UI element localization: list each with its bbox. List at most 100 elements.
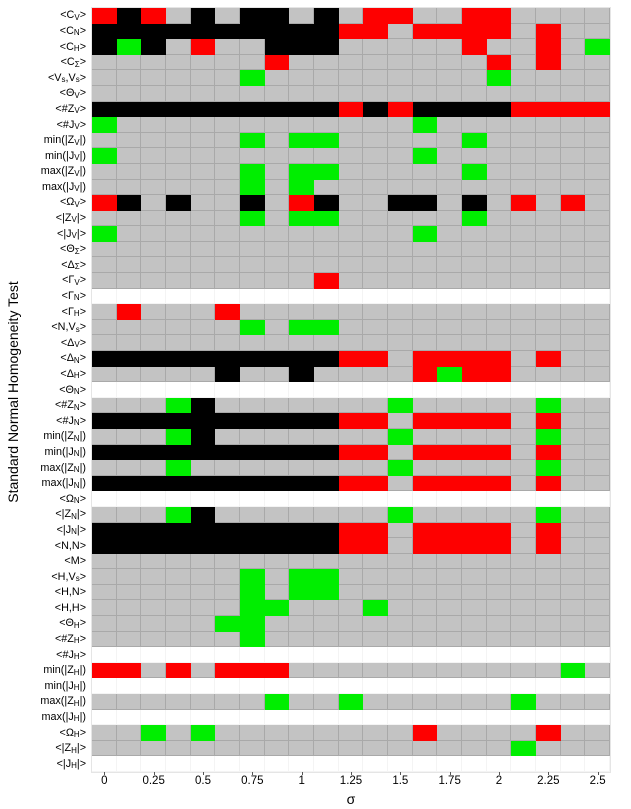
heatmap-cell [92,39,117,55]
heatmap-cell [363,163,388,180]
heatmap-cell [190,304,216,320]
heatmap-cell [412,444,438,461]
heatmap-cell [141,694,166,710]
heatmap-cell [511,366,536,383]
heatmap-cell [92,226,117,242]
heatmap-cell [486,366,512,383]
heatmap-cell [215,163,240,180]
heatmap-cell [165,241,191,258]
heatmap-cell [313,210,339,227]
heatmap-cell [412,538,438,554]
heatmap-cell [511,631,536,648]
heatmap-cell [486,740,512,757]
heatmap-cell [437,85,462,102]
heatmap-cell [338,366,364,383]
heatmap-cell [141,319,166,336]
heatmap-cell [363,756,388,772]
heatmap-cell [313,444,339,461]
heatmap-cell [190,8,216,24]
heatmap-cell [363,694,388,710]
heatmap-cell [141,54,166,71]
heatmap-cell [363,39,388,55]
heatmap-cell [215,148,240,164]
heatmap-cell [165,631,191,648]
heatmap-cell [387,475,413,492]
heatmap-cell [289,288,314,305]
heatmap-cell [461,756,487,772]
heatmap-cell [437,444,462,461]
heatmap-cell [239,538,265,554]
heatmap-cell [92,366,117,383]
heatmap-cell [585,54,610,71]
heatmap-cell [560,288,586,305]
heatmap-cell [412,584,438,601]
heatmap-cell [486,694,512,710]
heatmap-cell [239,428,265,445]
heatmap-cell [486,553,512,570]
heatmap-cell [116,382,142,398]
heatmap-cell [264,226,290,242]
heatmap-cell [511,54,536,71]
heatmap-cell [165,600,191,617]
heatmap-cell [412,132,438,149]
heatmap-cell [165,39,191,55]
row-label: min(|Z V |) [43,134,86,147]
heatmap-cell [165,117,191,133]
heatmap-cell [437,195,462,211]
heatmap-cell [116,304,142,320]
heatmap-cell [560,631,586,648]
heatmap-cell [437,709,462,726]
heatmap-cell [264,662,290,679]
heatmap-cell [486,54,512,71]
heatmap-cell [486,273,512,289]
heatmap-cell [511,351,536,367]
heatmap-cell [412,662,438,679]
heatmap-cell [338,397,364,414]
heatmap-cell [239,241,265,258]
heatmap-cell [239,195,265,211]
heatmap-cell [92,756,117,772]
heatmap-cell [387,694,413,710]
heatmap-cell [535,740,561,757]
heatmap-cell [461,366,487,383]
heatmap-cell [289,241,314,258]
heatmap-cell [338,351,364,367]
heatmap-cell [239,148,265,164]
row-label: <Ω N > [59,492,86,506]
heatmap-cell [215,584,240,601]
heatmap-cell [313,694,339,710]
heatmap-cell [239,117,265,133]
heatmap-cell [92,195,117,211]
heatmap-cell [338,475,364,492]
heatmap-cell [92,506,117,523]
heatmap-cell [239,553,265,570]
heatmap-cell [141,475,166,492]
heatmap-cell [116,117,142,133]
heatmap-cell [511,538,536,554]
heatmap-cell [313,163,339,180]
heatmap-cell [141,491,166,507]
heatmap-cell [437,132,462,149]
heatmap-cell [141,725,166,741]
heatmap-cell [338,335,364,352]
heatmap-cell [437,522,462,539]
heatmap-cell [461,304,487,320]
heatmap-cell [535,210,561,227]
heatmap-cell [215,257,240,274]
heatmap-cell [535,662,561,679]
heatmap-cell [585,694,610,710]
heatmap-cell [461,335,487,352]
heatmap-cell [585,226,610,242]
heatmap-cell [461,616,487,632]
row-label: <Δ Σ > [61,258,86,272]
heatmap-cell [535,444,561,461]
heatmap-cell [289,522,314,539]
heatmap-cell [412,54,438,71]
heatmap-cell [363,397,388,414]
heatmap-cell [585,117,610,133]
heatmap-cell [215,335,240,352]
heatmap-cell [338,117,364,133]
heatmap-cell [535,70,561,86]
heatmap-cell [363,553,388,570]
heatmap-cell [486,709,512,726]
